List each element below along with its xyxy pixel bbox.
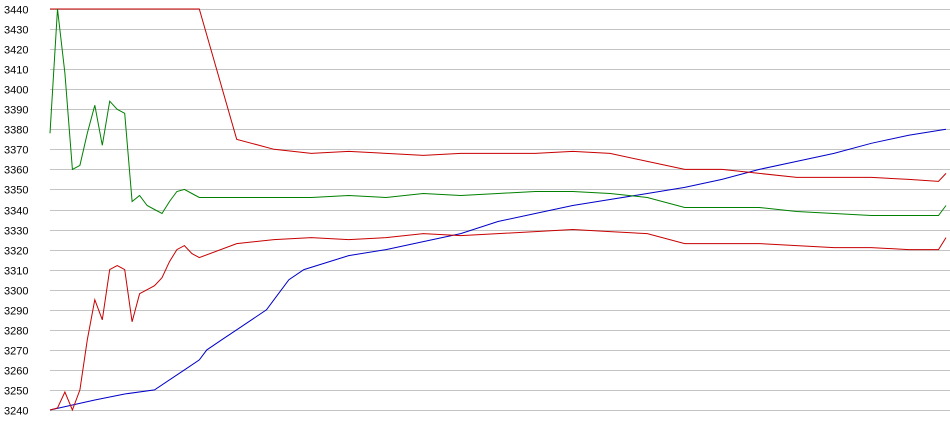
y-tick-label: 3400 (4, 85, 28, 97)
y-tick-label: 3240 (4, 406, 28, 418)
series-line-1 (49, 128, 947, 411)
y-tick-label: 3260 (4, 366, 28, 378)
y-tick-label: 3330 (4, 226, 28, 238)
y-tick-label: 3310 (4, 266, 28, 278)
y-tick-label: 3280 (4, 326, 28, 338)
y-tick-label: 3430 (4, 25, 28, 37)
y-tick-label: 3420 (4, 45, 28, 57)
y-tick-label: 3340 (4, 206, 28, 218)
y-tick-label: 3360 (4, 165, 28, 177)
gridlines (50, 9, 950, 411)
y-axis-tick-labels: 3440 3430 3420 3410 3400 3390 3380 3370 3360 3350… (4, 5, 28, 418)
series-line-2 (50, 8, 947, 182)
y-tick-label: 3370 (4, 145, 28, 157)
series-line-4 (49, 228, 947, 412)
series-lines (49, 8, 947, 412)
y-tick-label: 3290 (4, 306, 28, 318)
y-tick-label: 3390 (4, 105, 28, 117)
series-line-3 (49, 8, 947, 216)
y-tick-label: 3410 (4, 65, 28, 77)
y-tick-label: 3300 (4, 286, 28, 298)
y-tick-label: 3250 (4, 386, 28, 398)
y-tick-label: 3350 (4, 185, 28, 197)
y-tick-label: 3320 (4, 246, 28, 258)
y-tick-label: 3440 (4, 5, 28, 17)
y-tick-label: 3270 (4, 346, 28, 358)
y-tick-label: 3380 (4, 125, 28, 137)
